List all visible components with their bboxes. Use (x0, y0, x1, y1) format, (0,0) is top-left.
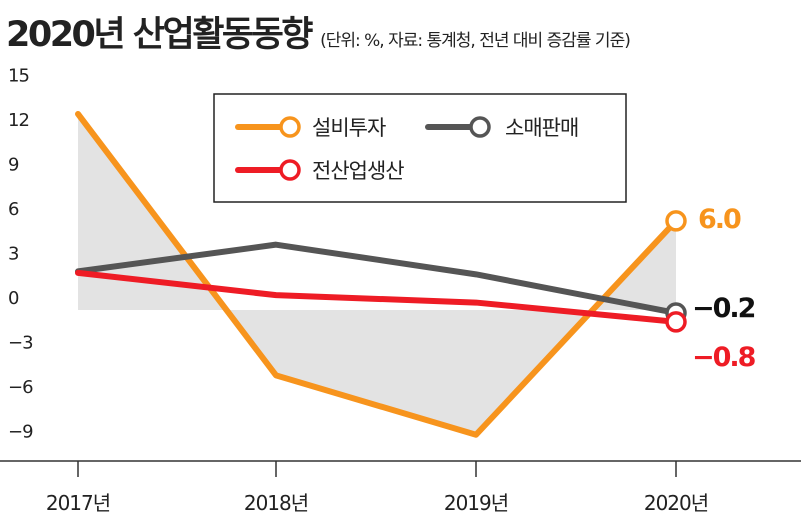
shaded-area-layer (78, 113, 676, 435)
x-tick-label: 2019년 (444, 491, 508, 515)
legend-label-industrial: 전산업생산 (312, 159, 404, 183)
legend-marker-equipment (279, 116, 301, 138)
y-tick-label: 0 (8, 288, 19, 309)
labels-layer: 6.0 −0.2 −0.8 (692, 204, 758, 373)
title-row: 2020년 산업활동동향 (단위: %, 자료: 통계청, 전년 대비 증감률 … (6, 6, 631, 57)
series-lines-layer (75, 110, 687, 438)
axis-layer: 15 12 9 6 3 0 −3 −6 −9 2017년 2018년 2019년 2020년 (0, 65, 801, 515)
y-tick-label: 15 (8, 65, 29, 86)
y-tick-label: 3 (8, 243, 19, 264)
legend-marker-retail (469, 116, 491, 138)
legend-box (213, 93, 627, 203)
y-tick-label: 12 (8, 110, 29, 131)
chart-subtitle: (단위: %, 자료: 통계청, 전년 대비 증감률 기준) (320, 31, 631, 51)
legend-label-retail: 소매판매 (505, 116, 578, 140)
series-line-industrial (75, 269, 679, 325)
end-marker-equipment (665, 210, 687, 232)
legend-marker-industrial (279, 159, 301, 181)
legend-label-equipment: 설비투자 (312, 116, 386, 140)
y-tick-label: 6 (8, 199, 19, 220)
y-tick-label: −6 (8, 377, 33, 398)
end-marker-industrial (665, 311, 687, 333)
series-line-retail (75, 241, 679, 316)
end-label-industrial: −0.8 (692, 342, 756, 373)
shaded-area-equipment (78, 113, 676, 435)
y-tick-label: −9 (8, 422, 33, 443)
chart-title: 2020년 산업활동동향 (6, 15, 314, 55)
x-tick-label: 2017년 (46, 491, 110, 515)
y-tick-label: −3 (8, 333, 33, 354)
x-tick-label: 2018년 (244, 491, 308, 515)
y-tick-label: 9 (8, 154, 19, 175)
end-label-equipment: 6.0 (698, 204, 741, 235)
end-label-retail: −0.2 (692, 293, 755, 324)
x-tick-label: 2020년 (644, 491, 708, 515)
series-line-equipment (75, 110, 679, 438)
